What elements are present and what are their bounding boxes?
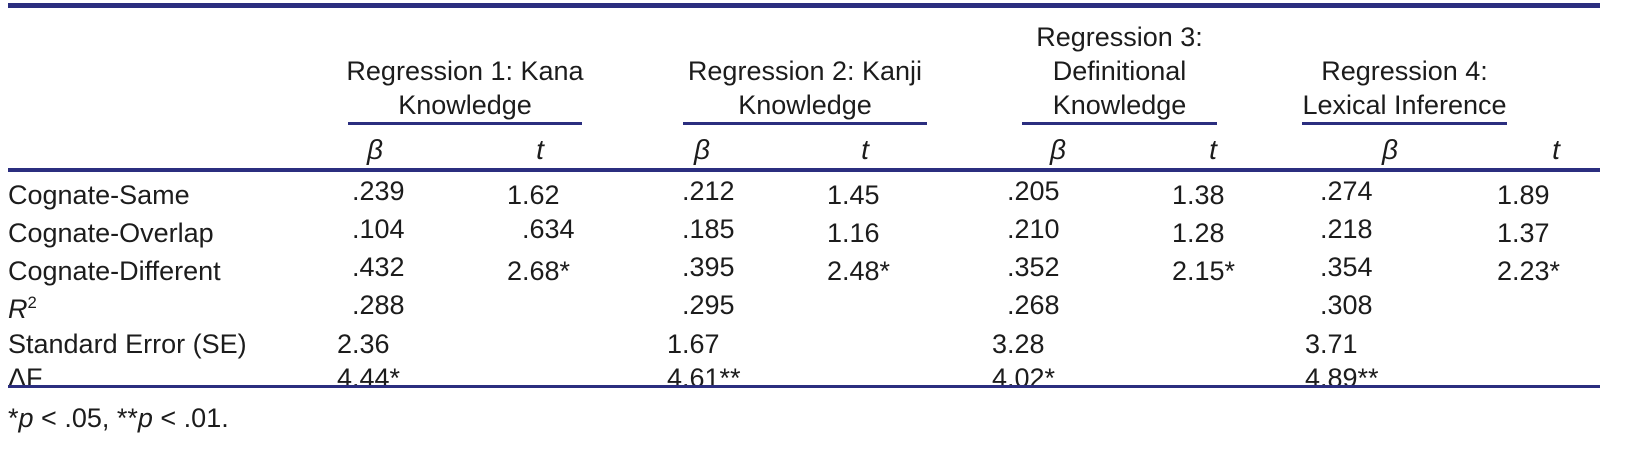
value-cell [1165,328,1298,362]
t-column-header: t [1552,134,1560,165]
row-label: Cognate-Overlap [8,217,214,248]
row-label: Cognate-Different [8,255,221,286]
footnote-text: p [18,403,34,433]
column-group-header-line: Regression 4: [1321,56,1488,86]
beta-column-header: β [1382,134,1398,165]
value-cell: .205 [1007,176,1060,206]
value-cell [1165,290,1298,328]
column-group-header-line: Lexical Inference [1302,90,1507,120]
table-top-rule [8,3,1600,8]
value-cell: 1.45 [826,179,880,210]
column-group-header-line: Knowledge [398,90,532,120]
column-group-underline [1302,122,1507,125]
column-group-underline [683,122,927,125]
value-cell: 2.23* [1496,255,1561,286]
t-column-header: t [1209,134,1217,165]
value-cell: 1.67 [666,329,720,360]
value-cell [500,328,660,362]
value-cell: .268 [1007,290,1060,320]
value-cell: .218 [1320,214,1373,244]
value-cell: 4.89** [1304,362,1379,393]
value-cell: .274 [1320,176,1373,206]
table-row: Cognate-Overlap .104 .634 .185 1.16 .210 1.28.… [8,214,1600,252]
column-group-header-line: Regression 2: Kanji [687,56,923,86]
table-row: ΔF 4.44* 4.61** 4.02* 4.89** [8,362,1600,396]
value-cell [820,290,985,328]
value-cell: .212 [682,176,735,206]
value-cell [820,362,985,396]
row-label: Cognate-Same [8,179,190,210]
column-group-underline [348,122,582,125]
regression-results-table: Cognate-Same .239 1.62 .212 1.45 .205 1.38 .274… [8,176,1600,395]
row-label: ΔF [8,362,43,393]
value-cell: 1.38 [1171,179,1225,210]
column-group-underline [1022,122,1217,125]
column-group-header-line: Definitional [1052,56,1187,86]
value-cell: .354 [1320,252,1373,282]
value-cell [820,328,985,362]
table-row: Standard Error (SE) 2.36 1.67 3.28 3.71 [8,328,1600,362]
value-cell: 4.02* [991,362,1056,393]
t-column-header: t [861,134,869,165]
value-cell: .432 [352,252,405,282]
value-cell: .395 [682,252,735,282]
column-group-header: Regression 3: Definitional Knowledge [920,20,1320,122]
value-cell: .239 [352,176,405,206]
value-cell [1490,328,1600,362]
footnote-text: p [137,403,153,433]
column-group-header: Regression 1: Kana Knowledge [265,54,665,122]
value-cell [1490,362,1600,396]
value-cell [500,290,660,328]
value-cell: 1.37 [1496,217,1550,248]
value-cell: 1.28 [1171,217,1225,248]
value-cell: 4.44* [336,362,401,393]
footnote-text: < .05, ** [33,403,138,433]
column-group-header-line: Knowledge [1052,90,1187,120]
value-cell: 1.16 [826,217,880,248]
column-group-header-line: Regression 3: [1036,22,1203,52]
value-cell: .288 [352,290,405,320]
table-footnote: *p < .05, **p < .01. [8,402,229,434]
value-cell [500,362,660,396]
value-cell: 2.48* [826,255,891,286]
table-header-rule [8,168,1600,172]
value-cell: 3.28 [991,329,1045,360]
value-cell: 1.89 [1496,179,1550,210]
beta-column-header: β [694,134,710,165]
value-cell: 3.71 [1304,329,1358,360]
beta-column-header: β [1050,134,1066,165]
column-group-header-line: Knowledge [738,90,872,120]
value-cell: .308 [1320,290,1373,320]
value-cell: 2.15* [1171,255,1236,286]
value-cell: 2.68* [506,255,571,286]
value-cell: 2.36 [336,329,390,360]
footnote-text: * [8,403,19,433]
row-label: Standard Error (SE) [8,329,247,360]
value-cell: .104 [352,214,405,244]
column-group-header: Regression 2: Kanji Knowledge [605,54,1005,122]
value-cell: .634 [522,214,575,244]
table-row: Cognate-Different .432 2.68* .395 2.48* .352 2… [8,252,1600,290]
value-cell: .210 [1007,214,1060,244]
table-row: R2 .288 .295 .268 .308 [8,290,1600,328]
column-group-header-line: Regression 1: Kana [346,56,584,86]
value-cell: .185 [682,214,735,244]
footnote-text: < .01. [152,403,229,433]
t-column-header: t [536,134,544,165]
value-cell: 4.61** [666,362,741,393]
value-cell: .352 [1007,252,1060,282]
value-cell [1490,290,1600,328]
table-row: Cognate-Same .239 1.62 .212 1.45 .205 1.38 .274… [8,176,1600,214]
column-group-header: Regression 4: Lexical Inference [1205,54,1605,122]
table-bottom-rule [8,385,1600,388]
row-label: R2 [8,292,37,324]
value-cell: .295 [682,290,735,320]
beta-column-header: β [367,134,383,165]
value-cell [1165,362,1298,396]
value-cell: 1.62 [506,179,560,210]
